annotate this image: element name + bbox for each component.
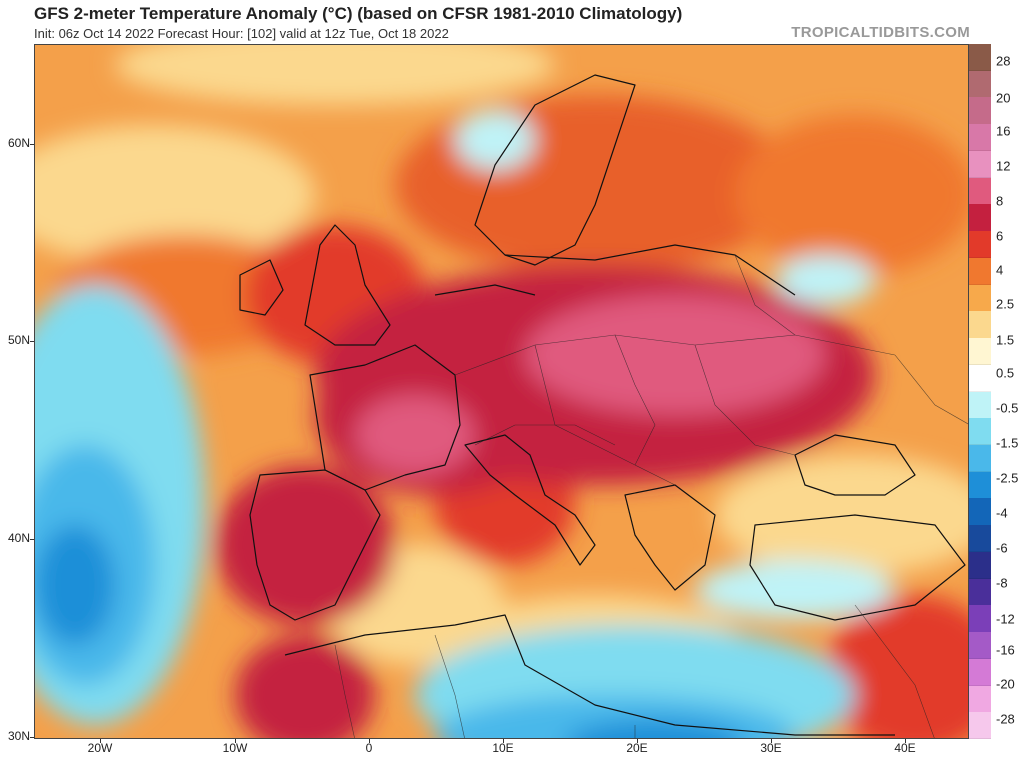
- forecast-info: Init: 06z Oct 14 2022 Forecast Hour: [10…: [34, 26, 449, 41]
- colorbar-label: 8: [996, 193, 1004, 209]
- colorbar-swatch: [969, 124, 991, 152]
- colorbar-swatch: [969, 177, 991, 205]
- colorbar-swatch: [969, 338, 991, 366]
- brand-watermark[interactable]: TROPICALTIDBITS.COM: [791, 24, 970, 41]
- colorbar-label: 0.5: [996, 365, 1015, 381]
- colorbar-label: -16: [996, 642, 1015, 658]
- lat-tick: [30, 539, 34, 540]
- lon-label-30e: 30E: [760, 741, 782, 755]
- lon-label-0: 0: [365, 741, 373, 755]
- colorbar-swatch: [969, 712, 991, 740]
- lon-label-10e: 10E: [492, 741, 514, 755]
- colorbar-swatch: [969, 97, 991, 125]
- colorbar-label: -20: [996, 676, 1015, 692]
- colorbar-swatch: [969, 632, 991, 660]
- colorbar-label: -28: [996, 711, 1015, 727]
- colorbar-label: 16: [996, 123, 1011, 139]
- anomaly-map: [34, 44, 969, 739]
- colorbar-label: 12: [996, 158, 1011, 174]
- colorbar-label: 28: [996, 53, 1011, 69]
- colorbar-label: 4: [996, 262, 1004, 278]
- colorbar-label: 1.5: [996, 332, 1015, 348]
- lon-tick: [503, 739, 504, 743]
- colorbar-swatch: [969, 70, 991, 98]
- colorbar-swatch: [969, 257, 991, 286]
- colorbar-swatch: [969, 525, 991, 553]
- colorbar-label: -2.5: [996, 470, 1019, 486]
- colorbar: [969, 44, 991, 740]
- colorbar-swatch: [969, 311, 991, 339]
- colorbar-swatch: [969, 605, 991, 633]
- lat-label-50n: 50N: [7, 333, 30, 347]
- map-title: GFS 2-meter Temperature Anomaly (°C) (ba…: [34, 4, 683, 23]
- colorbar-label: -4: [996, 505, 1008, 521]
- anomaly-field: [35, 45, 968, 738]
- colorbar-swatch: [969, 364, 991, 392]
- colorbar-swatch: [969, 418, 991, 446]
- lon-label-10w: 10W: [222, 741, 248, 755]
- colorbar-label: -8: [996, 575, 1008, 591]
- lon-tick: [235, 739, 236, 743]
- colorbar-swatch: [969, 150, 991, 179]
- colorbar-label: 6: [996, 228, 1004, 244]
- lon-tick: [100, 739, 101, 743]
- colorbar-swatch: [969, 204, 991, 232]
- lat-tick: [30, 737, 34, 738]
- lon-tick: [369, 739, 370, 743]
- colorbar-swatch: [969, 471, 991, 499]
- lat-label-30n: 30N: [7, 729, 30, 743]
- colorbar-swatch: [969, 685, 991, 713]
- lon-label-20e: 20E: [626, 741, 648, 755]
- colorbar-label: -12: [996, 611, 1015, 627]
- colorbar-label: -0.5: [996, 400, 1019, 416]
- lon-label-20w: 20W: [87, 741, 113, 755]
- colorbar-swatch: [969, 44, 991, 72]
- lat-tick: [30, 341, 34, 342]
- lon-tick: [905, 739, 906, 743]
- colorbar-label: -1.5: [996, 435, 1019, 451]
- colorbar-swatch: [969, 658, 991, 687]
- lon-tick: [637, 739, 638, 743]
- lat-tick: [30, 144, 34, 145]
- colorbar-swatch: [969, 578, 991, 606]
- colorbar-swatch: [969, 284, 991, 312]
- colorbar-label: 2.5: [996, 296, 1015, 312]
- colorbar-label: -6: [996, 540, 1008, 556]
- colorbar-swatch: [969, 391, 991, 419]
- lat-label-60n: 60N: [7, 136, 30, 150]
- colorbar-swatch: [969, 231, 991, 259]
- lat-label-40n: 40N: [7, 531, 30, 545]
- colorbar-swatch: [969, 444, 991, 473]
- colorbar-swatch: [969, 498, 991, 526]
- colorbar-label: 20: [996, 90, 1011, 106]
- colorbar-swatch: [969, 551, 991, 580]
- lon-label-40e: 40E: [894, 741, 916, 755]
- lon-tick: [771, 739, 772, 743]
